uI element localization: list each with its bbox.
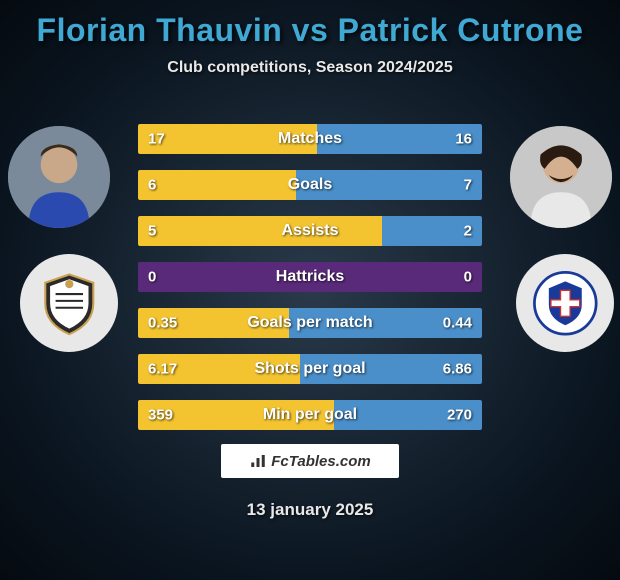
player-photo-right [510, 126, 612, 228]
stat-value-right: 16 [455, 131, 472, 148]
fctables-logo: FcTables.com [221, 444, 399, 478]
shield-icon [35, 269, 104, 338]
stat-row: 0 0 Hattricks [138, 262, 482, 292]
stat-value-left: 6 [148, 177, 156, 194]
fctables-label: FcTables.com [271, 453, 370, 470]
chart-icon [249, 452, 267, 470]
stat-label: Hattricks [276, 268, 344, 286]
stat-value-right: 270 [447, 407, 472, 424]
stat-value-left: 5 [148, 223, 156, 240]
stat-row: 6.17 6.86 Shots per goal [138, 354, 482, 384]
stat-label: Shots per goal [254, 360, 365, 378]
stat-label: Goals [288, 176, 332, 194]
stat-value-right: 2 [464, 223, 472, 240]
stat-row: 17 16 Matches [138, 124, 482, 154]
page-title: Florian Thauvin vs Patrick Cutrone [0, 0, 620, 49]
avatar-icon [8, 126, 110, 228]
stat-label: Matches [278, 130, 342, 148]
stat-value-left: 359 [148, 407, 173, 424]
stat-label: Min per goal [263, 406, 357, 424]
stat-value-left: 6.17 [148, 361, 177, 378]
club-badge-left [20, 254, 118, 352]
club-badge-right [516, 254, 614, 352]
stat-row: 6 7 Goals [138, 170, 482, 200]
stat-value-right: 0 [464, 269, 472, 286]
stat-value-right: 7 [464, 177, 472, 194]
stat-value-left: 0.35 [148, 315, 177, 332]
player-photo-left [8, 126, 110, 228]
bar-left [138, 216, 382, 246]
avatar-icon [510, 126, 612, 228]
stat-value-left: 0 [148, 269, 156, 286]
bar-left [138, 170, 296, 200]
shield-icon [531, 269, 600, 338]
page-subtitle: Club competitions, Season 2024/2025 [0, 59, 620, 77]
stat-row: 0.35 0.44 Goals per match [138, 308, 482, 338]
stat-row: 5 2 Assists [138, 216, 482, 246]
stat-row: 359 270 Min per goal [138, 400, 482, 430]
stat-value-left: 17 [148, 131, 165, 148]
stat-label: Goals per match [247, 314, 372, 332]
stats-container: 17 16 Matches 6 7 Goals 5 2 Assists 0 0 Hattricks 0.… [138, 124, 482, 446]
page-date: 13 january 2025 [247, 500, 374, 520]
stat-value-right: 0.44 [443, 315, 472, 332]
stat-value-right: 6.86 [443, 361, 472, 378]
stat-label: Assists [282, 222, 339, 240]
